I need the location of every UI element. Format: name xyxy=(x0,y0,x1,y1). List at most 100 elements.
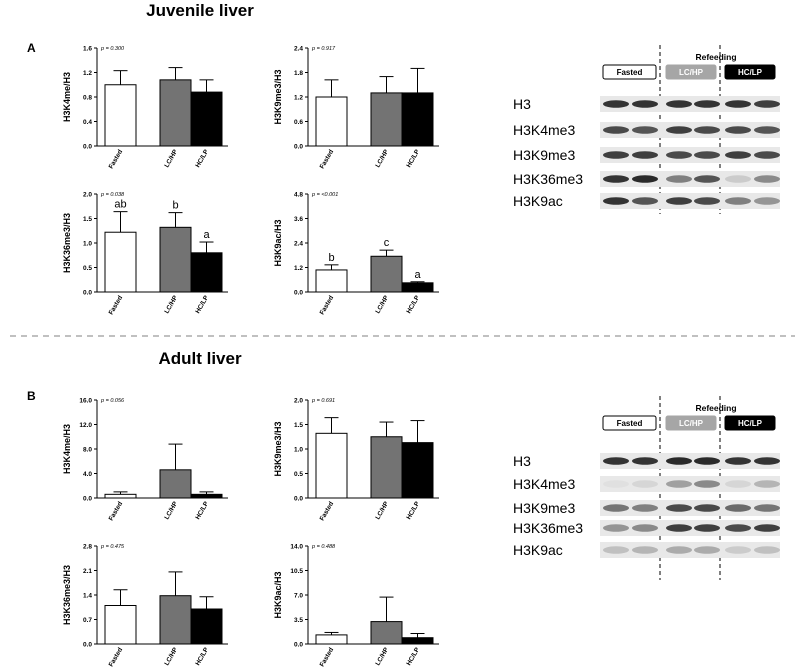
refeeding-header: Refeeding xyxy=(695,403,736,413)
blot-row-label: H3K4me3 xyxy=(513,122,575,138)
blot-band xyxy=(632,197,658,205)
blot-band xyxy=(694,504,720,512)
bar-hc-lp xyxy=(401,442,434,499)
y-axis-label: H3K9me3/H3 xyxy=(273,69,283,124)
blot-band xyxy=(694,546,720,554)
p-value: p = <0.001 xyxy=(311,192,338,198)
y-axis-label: H3K9ac/H3 xyxy=(273,571,283,618)
y-axis-label: H3K4me/H3 xyxy=(62,424,72,474)
blot-band xyxy=(632,480,658,488)
y-tick-label: 1.8 xyxy=(294,70,303,77)
x-category-label: HC/LP xyxy=(405,500,421,521)
y-tick-label: 1.2 xyxy=(294,265,303,272)
significance-letter: b xyxy=(172,200,178,212)
legend-box-hc-lp xyxy=(724,415,776,431)
y-tick-label: 0.0 xyxy=(83,495,92,502)
blot-band xyxy=(603,546,629,554)
blot-band xyxy=(666,197,692,205)
section-a-title: Juvenile liver xyxy=(146,1,254,20)
x-category-label: Fasted xyxy=(319,148,336,170)
chart-b1: 0.0 4.0 8.0 12.0 16.0 H3K4me/H3 p = 0.056 Faste… xyxy=(62,397,228,522)
blot-band xyxy=(694,524,720,532)
blot-band xyxy=(666,504,692,512)
x-category-label: LC/HP xyxy=(374,148,390,169)
p-value: p = 0.475 xyxy=(100,544,125,550)
y-tick-label: 1.4 xyxy=(83,592,92,599)
blot-band xyxy=(725,175,751,183)
bar-lc-hp xyxy=(159,595,192,645)
y-tick-label: 1.5 xyxy=(83,216,92,223)
blot-band xyxy=(694,126,720,134)
x-category-label: HC/LP xyxy=(194,294,210,315)
y-tick-label: 0.0 xyxy=(83,143,92,150)
blot-band xyxy=(725,480,751,488)
blot-band xyxy=(632,457,658,465)
x-category-label: HC/LP xyxy=(194,646,210,667)
bar-lc-hp xyxy=(370,436,403,499)
bar-hc-lp xyxy=(401,282,434,293)
p-value: p = 0.488 xyxy=(311,544,336,550)
blot-band xyxy=(725,546,751,554)
legend-box-fasted xyxy=(602,415,657,431)
bar-lc-hp xyxy=(370,92,403,147)
blot-band xyxy=(603,480,629,488)
y-tick-label: 16.0 xyxy=(79,397,92,404)
blot-band xyxy=(666,524,692,532)
x-category-label: HC/LP xyxy=(194,148,210,169)
p-value: p = 0.038 xyxy=(100,192,125,198)
blot-band xyxy=(632,100,658,108)
y-tick-label: 0.5 xyxy=(294,471,303,478)
y-tick-label: 0.0 xyxy=(294,495,303,502)
bar-lc-hp xyxy=(159,79,192,147)
panel-letter-b: B xyxy=(27,389,36,403)
legend-box-fasted xyxy=(602,64,657,80)
blot-row-label: H3K36me3 xyxy=(513,520,583,536)
blot-band xyxy=(754,100,780,108)
bar-hc-lp xyxy=(190,493,223,499)
bar-hc-lp xyxy=(401,92,434,147)
blot-band xyxy=(603,457,629,465)
legend-box-lc-hp xyxy=(665,64,717,80)
blot-row-label: H3K36me3 xyxy=(513,171,583,187)
refeeding-header: Refeeding xyxy=(695,52,736,62)
x-category-label: Fasted xyxy=(108,294,125,316)
y-tick-label: 1.2 xyxy=(83,70,92,77)
blot-band xyxy=(694,480,720,488)
blot-band xyxy=(632,504,658,512)
y-tick-label: 2.4 xyxy=(294,45,303,52)
blot-band xyxy=(632,126,658,134)
y-tick-label: 1.6 xyxy=(83,45,92,52)
blot-band xyxy=(694,175,720,183)
blot-row-label: H3 xyxy=(513,96,531,112)
bar-fasted xyxy=(104,605,137,645)
y-tick-label: 2.1 xyxy=(83,568,92,575)
y-axis-label: H3K9ac/H3 xyxy=(273,219,283,266)
y-tick-label: 0.5 xyxy=(83,265,92,272)
blot-band xyxy=(666,480,692,488)
blot-band xyxy=(694,151,720,159)
blot-band xyxy=(666,546,692,554)
x-category-label: HC/LP xyxy=(405,294,421,315)
x-category-label: LC/HP xyxy=(374,294,390,315)
y-tick-label: 1.0 xyxy=(83,240,92,247)
bar-hc-lp xyxy=(190,252,223,293)
y-tick-label: 8.0 xyxy=(83,446,92,453)
bar-hc-lp xyxy=(190,91,223,147)
y-tick-label: 10.5 xyxy=(290,568,303,575)
blot-band xyxy=(603,504,629,512)
blot-band xyxy=(754,151,780,159)
blot-band xyxy=(603,126,629,134)
blot-band xyxy=(694,100,720,108)
y-tick-label: 0.0 xyxy=(83,289,92,296)
y-tick-label: 1.2 xyxy=(294,94,303,101)
y-tick-label: 2.0 xyxy=(83,191,92,198)
blot-band xyxy=(603,100,629,108)
bar-fasted xyxy=(104,493,137,499)
significance-letter: a xyxy=(414,269,421,281)
blot-band xyxy=(603,175,629,183)
blot-band xyxy=(632,175,658,183)
x-category-label: Fasted xyxy=(319,646,336,668)
blot-row-label: H3K4me3 xyxy=(513,476,575,492)
y-tick-label: 14.0 xyxy=(290,543,303,550)
bar-lc-hp xyxy=(370,621,403,645)
